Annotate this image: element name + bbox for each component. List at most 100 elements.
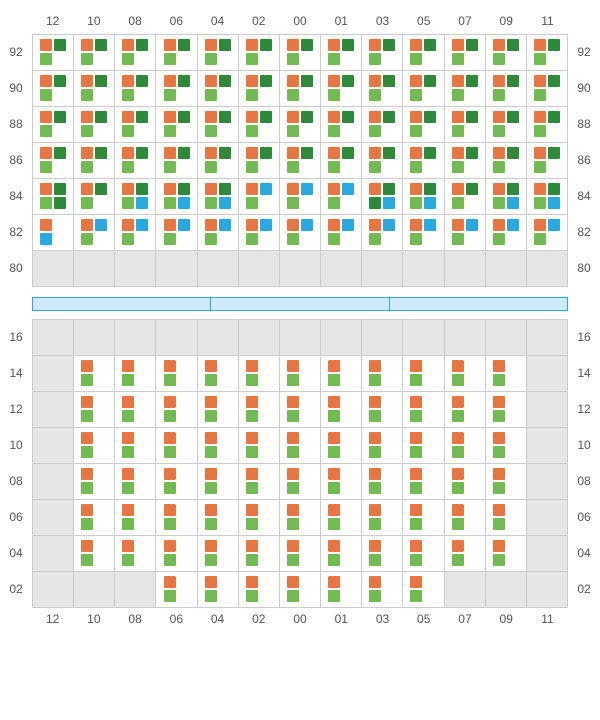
column-label: 01 — [321, 608, 362, 632]
status-dots — [246, 432, 272, 458]
status-dot — [466, 518, 478, 530]
status-dot — [81, 39, 93, 51]
status-dot — [136, 183, 148, 195]
status-dot — [164, 183, 176, 195]
grid-row — [33, 35, 568, 71]
status-dot — [548, 75, 560, 87]
status-dot — [205, 233, 217, 245]
slot-cell — [362, 71, 403, 107]
status-dots — [369, 360, 395, 386]
status-dot — [507, 396, 519, 408]
status-dot — [369, 39, 381, 51]
status-dot — [81, 554, 93, 566]
slot-cell — [321, 536, 362, 572]
status-dot — [178, 554, 190, 566]
status-dot — [383, 233, 395, 245]
status-dot — [466, 432, 478, 444]
status-dot — [507, 233, 519, 245]
status-dot — [342, 374, 354, 386]
status-dot — [301, 233, 313, 245]
slot-cell — [115, 356, 156, 392]
status-dot — [219, 518, 231, 530]
status-dot — [260, 482, 272, 494]
status-dot — [164, 89, 176, 101]
status-dot — [452, 374, 464, 386]
status-dot — [122, 111, 134, 123]
status-dot — [410, 468, 422, 480]
slot-cell — [280, 572, 321, 608]
status-dots — [81, 360, 107, 386]
status-dot — [122, 53, 134, 65]
slot-cell — [280, 215, 321, 251]
status-dot — [205, 482, 217, 494]
status-dot — [410, 111, 422, 123]
status-dot — [383, 183, 395, 195]
status-dots — [287, 39, 313, 65]
status-dot — [301, 540, 313, 552]
status-dot — [219, 432, 231, 444]
slot-cell — [403, 179, 444, 215]
status-dots — [122, 183, 148, 209]
slot-cell — [486, 35, 527, 71]
status-dots — [246, 75, 272, 101]
status-dots — [287, 432, 313, 458]
status-dots — [81, 39, 107, 65]
status-dots — [287, 360, 313, 386]
column-label: 06 — [156, 10, 197, 34]
row-label: 80 — [568, 250, 600, 286]
status-dots — [452, 39, 478, 65]
slot-cell — [403, 500, 444, 536]
slot-cell — [362, 500, 403, 536]
status-dot — [287, 446, 299, 458]
status-dot — [534, 111, 546, 123]
row-label: 84 — [568, 178, 600, 214]
status-dots — [287, 468, 313, 494]
status-dots — [205, 39, 231, 65]
status-dot — [493, 374, 505, 386]
status-dot — [178, 590, 190, 602]
status-dots — [369, 219, 395, 245]
status-dot — [507, 89, 519, 101]
status-dot — [328, 111, 340, 123]
slot-cell — [362, 572, 403, 608]
slot-cell — [74, 536, 115, 572]
status-dot — [328, 396, 340, 408]
status-dot — [260, 183, 272, 195]
slot-cell — [115, 35, 156, 71]
status-dots — [246, 219, 272, 245]
status-dot — [54, 219, 66, 231]
slot-cell — [74, 35, 115, 71]
column-label: 11 — [527, 10, 568, 34]
status-dot — [369, 197, 381, 209]
status-dot — [301, 432, 313, 444]
status-dot — [369, 219, 381, 231]
status-dot — [466, 410, 478, 422]
status-dot — [205, 125, 217, 137]
slot-cell — [280, 464, 321, 500]
status-dot — [424, 75, 436, 87]
status-dots — [410, 468, 436, 494]
status-dot — [493, 39, 505, 51]
slot-cell — [321, 35, 362, 71]
status-dot — [95, 432, 107, 444]
status-dot — [534, 89, 546, 101]
status-dots — [122, 39, 148, 65]
status-dot — [452, 446, 464, 458]
column-label: 07 — [444, 608, 485, 632]
slot-cell — [198, 35, 239, 71]
status-dot — [342, 197, 354, 209]
status-dot — [493, 360, 505, 372]
status-dot — [342, 89, 354, 101]
status-dot — [54, 183, 66, 195]
slot-cell — [74, 464, 115, 500]
status-dot — [136, 518, 148, 530]
slot-cell — [33, 320, 74, 356]
status-dots — [205, 147, 231, 173]
slot-cell — [445, 107, 486, 143]
status-dot — [383, 125, 395, 137]
status-dot — [122, 468, 134, 480]
status-dots — [81, 396, 107, 422]
status-dot — [219, 590, 231, 602]
status-dot — [246, 396, 258, 408]
status-dot — [81, 518, 93, 530]
